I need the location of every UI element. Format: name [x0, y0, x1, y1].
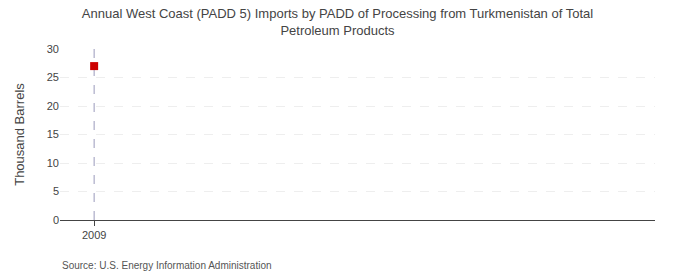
svg-text:2009: 2009: [82, 229, 106, 241]
svg-text:10: 10: [47, 157, 59, 169]
svg-text:Source: U.S. Energy Informatio: Source: U.S. Energy Information Administ…: [62, 260, 272, 271]
svg-text:Annual West Coast (PADD 5) Imp: Annual West Coast (PADD 5) Imports by PA…: [82, 6, 593, 38]
svg-text:30: 30: [47, 43, 59, 55]
svg-text:0: 0: [53, 214, 59, 226]
svg-text:25: 25: [47, 71, 59, 83]
svg-text:Thousand Barrels: Thousand Barrels: [12, 83, 27, 186]
svg-text:15: 15: [47, 128, 59, 140]
svg-text:20: 20: [47, 100, 59, 112]
svg-text:5: 5: [53, 185, 59, 197]
